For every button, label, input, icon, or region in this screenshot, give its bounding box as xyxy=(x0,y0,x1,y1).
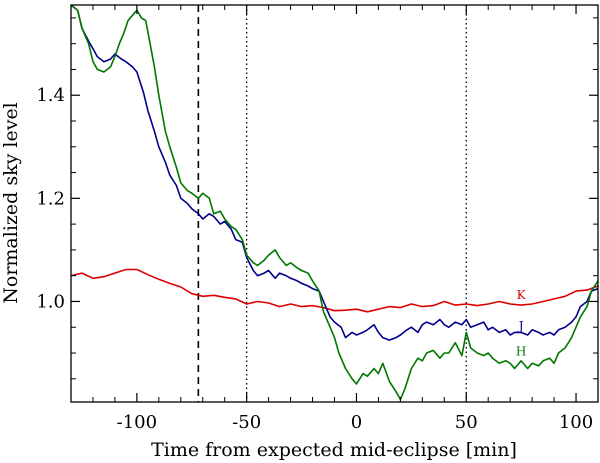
x-tick-label: -100 xyxy=(117,412,157,433)
y-axis-title: Normalized sky level xyxy=(0,102,22,304)
reference-lines xyxy=(197,5,467,402)
plot-frame xyxy=(70,4,599,403)
series-layer xyxy=(71,5,598,401)
x-tick-label: 0 xyxy=(351,412,362,433)
x-tick-label: 50 xyxy=(455,412,478,433)
series-line-j xyxy=(71,5,598,341)
axis-ticks: -100 -50 0 50 100 1.0 1.2 1.4 xyxy=(36,5,599,433)
series-labels: K JH xyxy=(516,288,527,359)
series-label-k: K xyxy=(517,288,527,302)
x-tick-label: -50 xyxy=(232,412,261,433)
series-label-h: H xyxy=(516,345,526,359)
series-line-k xyxy=(71,268,598,313)
y-tick-label: 1.0 xyxy=(36,291,65,312)
x-axis-title: Time from expected mid-eclipse [min] xyxy=(151,439,517,461)
series-label-j: J xyxy=(517,319,524,333)
series-line-h xyxy=(71,5,598,401)
y-tick-label: 1.2 xyxy=(36,188,65,209)
y-tick-label: 1.4 xyxy=(36,85,65,106)
x-tick-label: 100 xyxy=(559,412,593,433)
